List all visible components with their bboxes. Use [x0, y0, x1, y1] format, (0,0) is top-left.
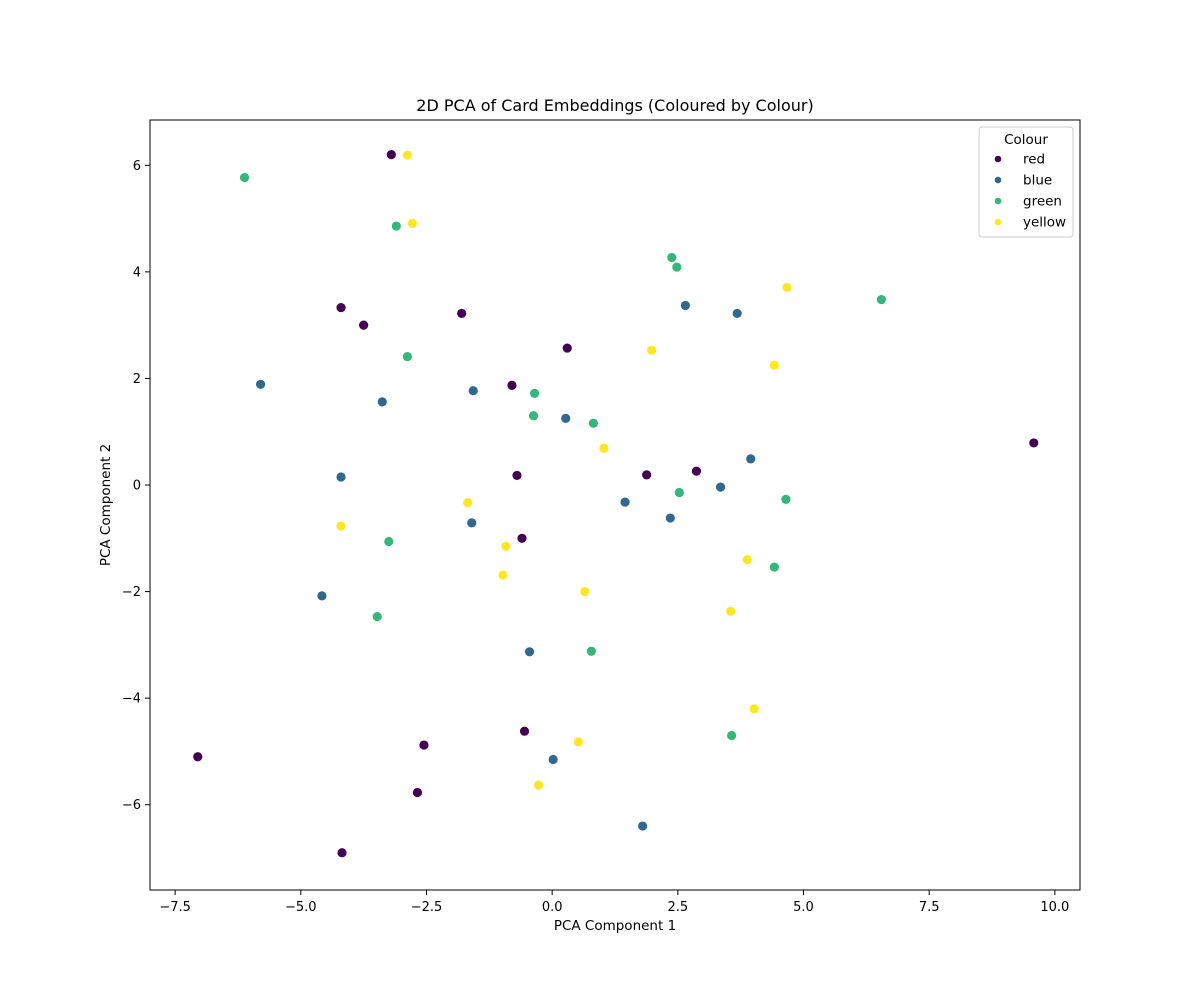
- x-tick-label: 7.5: [919, 900, 940, 915]
- data-point-red: [507, 380, 517, 390]
- data-point-red: [359, 320, 369, 330]
- data-point-green: [769, 562, 779, 572]
- data-point-blue: [524, 647, 535, 657]
- data-point-green: [586, 646, 596, 656]
- y-tick-label: 4: [133, 265, 141, 280]
- legend-marker-green: [994, 197, 1002, 205]
- data-point-red: [512, 470, 522, 481]
- data-point-red: [519, 726, 530, 736]
- legend-label-green: green: [1023, 194, 1062, 210]
- data-point-green: [667, 252, 677, 263]
- data-point-blue: [467, 518, 477, 528]
- data-point-blue: [561, 413, 571, 424]
- data-point-green: [727, 730, 737, 741]
- data-point-blue: [377, 397, 387, 407]
- y-tick-label: −4: [122, 692, 141, 707]
- data-point-green: [384, 536, 394, 547]
- data-point-green: [674, 487, 684, 498]
- data-point-yellow: [498, 570, 508, 580]
- data-point-blue: [638, 821, 648, 831]
- data-point-green: [588, 418, 598, 428]
- data-point-green: [372, 612, 382, 622]
- data-point-red: [337, 848, 347, 858]
- legend-marker-yellow: [994, 218, 1002, 226]
- data-point-red: [412, 787, 423, 798]
- x-axis-label: PCA Component 1: [554, 918, 676, 934]
- legend-marker-red: [994, 155, 1002, 163]
- data-point-yellow: [599, 443, 609, 453]
- data-point-blue: [317, 591, 327, 601]
- data-point-yellow: [782, 282, 792, 292]
- x-tick-label: 0.0: [542, 900, 563, 915]
- data-point-yellow: [501, 541, 511, 551]
- data-point-green: [528, 411, 539, 421]
- data-point-yellow: [573, 737, 583, 747]
- data-points: [193, 150, 1039, 858]
- data-point-blue: [255, 379, 266, 389]
- data-point-red: [386, 150, 396, 160]
- x-axis-ticks: −7.5 −5.0 −2.5 0.0 2.5 5.0 7.5 10.0: [159, 890, 1069, 915]
- data-point-blue: [468, 386, 478, 396]
- data-point-red: [457, 308, 467, 319]
- legend-label-red: red: [1023, 152, 1045, 168]
- data-point-red: [193, 752, 203, 762]
- data-point-blue: [715, 482, 726, 492]
- data-point-red: [336, 302, 346, 313]
- data-point-blue: [746, 454, 756, 464]
- legend-box: [978, 126, 1074, 238]
- data-point-green: [529, 388, 540, 398]
- data-point-yellow: [749, 704, 759, 714]
- data-point-yellow: [463, 498, 473, 508]
- y-tick-label: −2: [122, 585, 141, 600]
- data-point-blue: [336, 472, 346, 482]
- y-tick-label: 6: [133, 159, 141, 174]
- data-point-yellow: [407, 218, 418, 228]
- data-point-green: [781, 494, 791, 505]
- legend-label-yellow: yellow: [1023, 215, 1066, 231]
- y-tick-label: −6: [122, 798, 141, 813]
- data-point-green: [672, 262, 682, 272]
- data-point-yellow: [647, 345, 657, 355]
- data-point-red: [1029, 438, 1039, 448]
- x-tick-label: 10.0: [1040, 900, 1069, 915]
- legend: Colour red blue green yellow: [978, 126, 1074, 238]
- data-point-blue: [665, 513, 675, 523]
- y-axis-ticks: −6 −4 −2 0 2 4 6: [122, 159, 150, 813]
- x-tick-label: −7.5: [159, 900, 191, 915]
- data-point-blue: [680, 300, 690, 311]
- data-point-red: [642, 470, 652, 480]
- legend-entries: red blue green yellow: [994, 152, 1066, 231]
- y-tick-label: 0: [133, 479, 141, 494]
- data-point-red: [691, 466, 702, 476]
- data-point-green: [402, 351, 412, 362]
- data-point-yellow: [726, 606, 736, 616]
- data-point-blue: [620, 497, 630, 507]
- data-point-yellow: [580, 586, 590, 597]
- data-point-blue: [732, 308, 742, 319]
- x-tick-label: 5.0: [793, 900, 814, 915]
- data-point-green: [391, 221, 401, 231]
- data-point-green: [876, 294, 887, 305]
- data-point-red: [562, 343, 572, 353]
- data-point-yellow: [533, 780, 544, 790]
- y-axis-label: PCA Component 2: [98, 444, 114, 566]
- data-point-green: [239, 172, 250, 183]
- data-point-yellow: [336, 521, 346, 531]
- legend-title: Colour: [1004, 132, 1048, 148]
- data-point-yellow: [402, 150, 412, 160]
- y-tick-label: 2: [133, 372, 141, 387]
- data-point-blue: [548, 754, 558, 765]
- data-point-red: [517, 533, 527, 543]
- x-tick-label: −5.0: [285, 900, 317, 915]
- data-point-yellow: [742, 555, 752, 565]
- x-tick-label: −2.5: [411, 900, 443, 915]
- plot-area: [149, 119, 1081, 891]
- legend-label-blue: blue: [1023, 173, 1052, 189]
- legend-marker-blue: [994, 176, 1002, 184]
- x-tick-label: 2.5: [667, 900, 688, 915]
- data-point-red: [419, 740, 429, 750]
- chart-title: 2D PCA of Card Embeddings (Coloured by C…: [416, 96, 813, 115]
- data-point-yellow: [769, 360, 779, 370]
